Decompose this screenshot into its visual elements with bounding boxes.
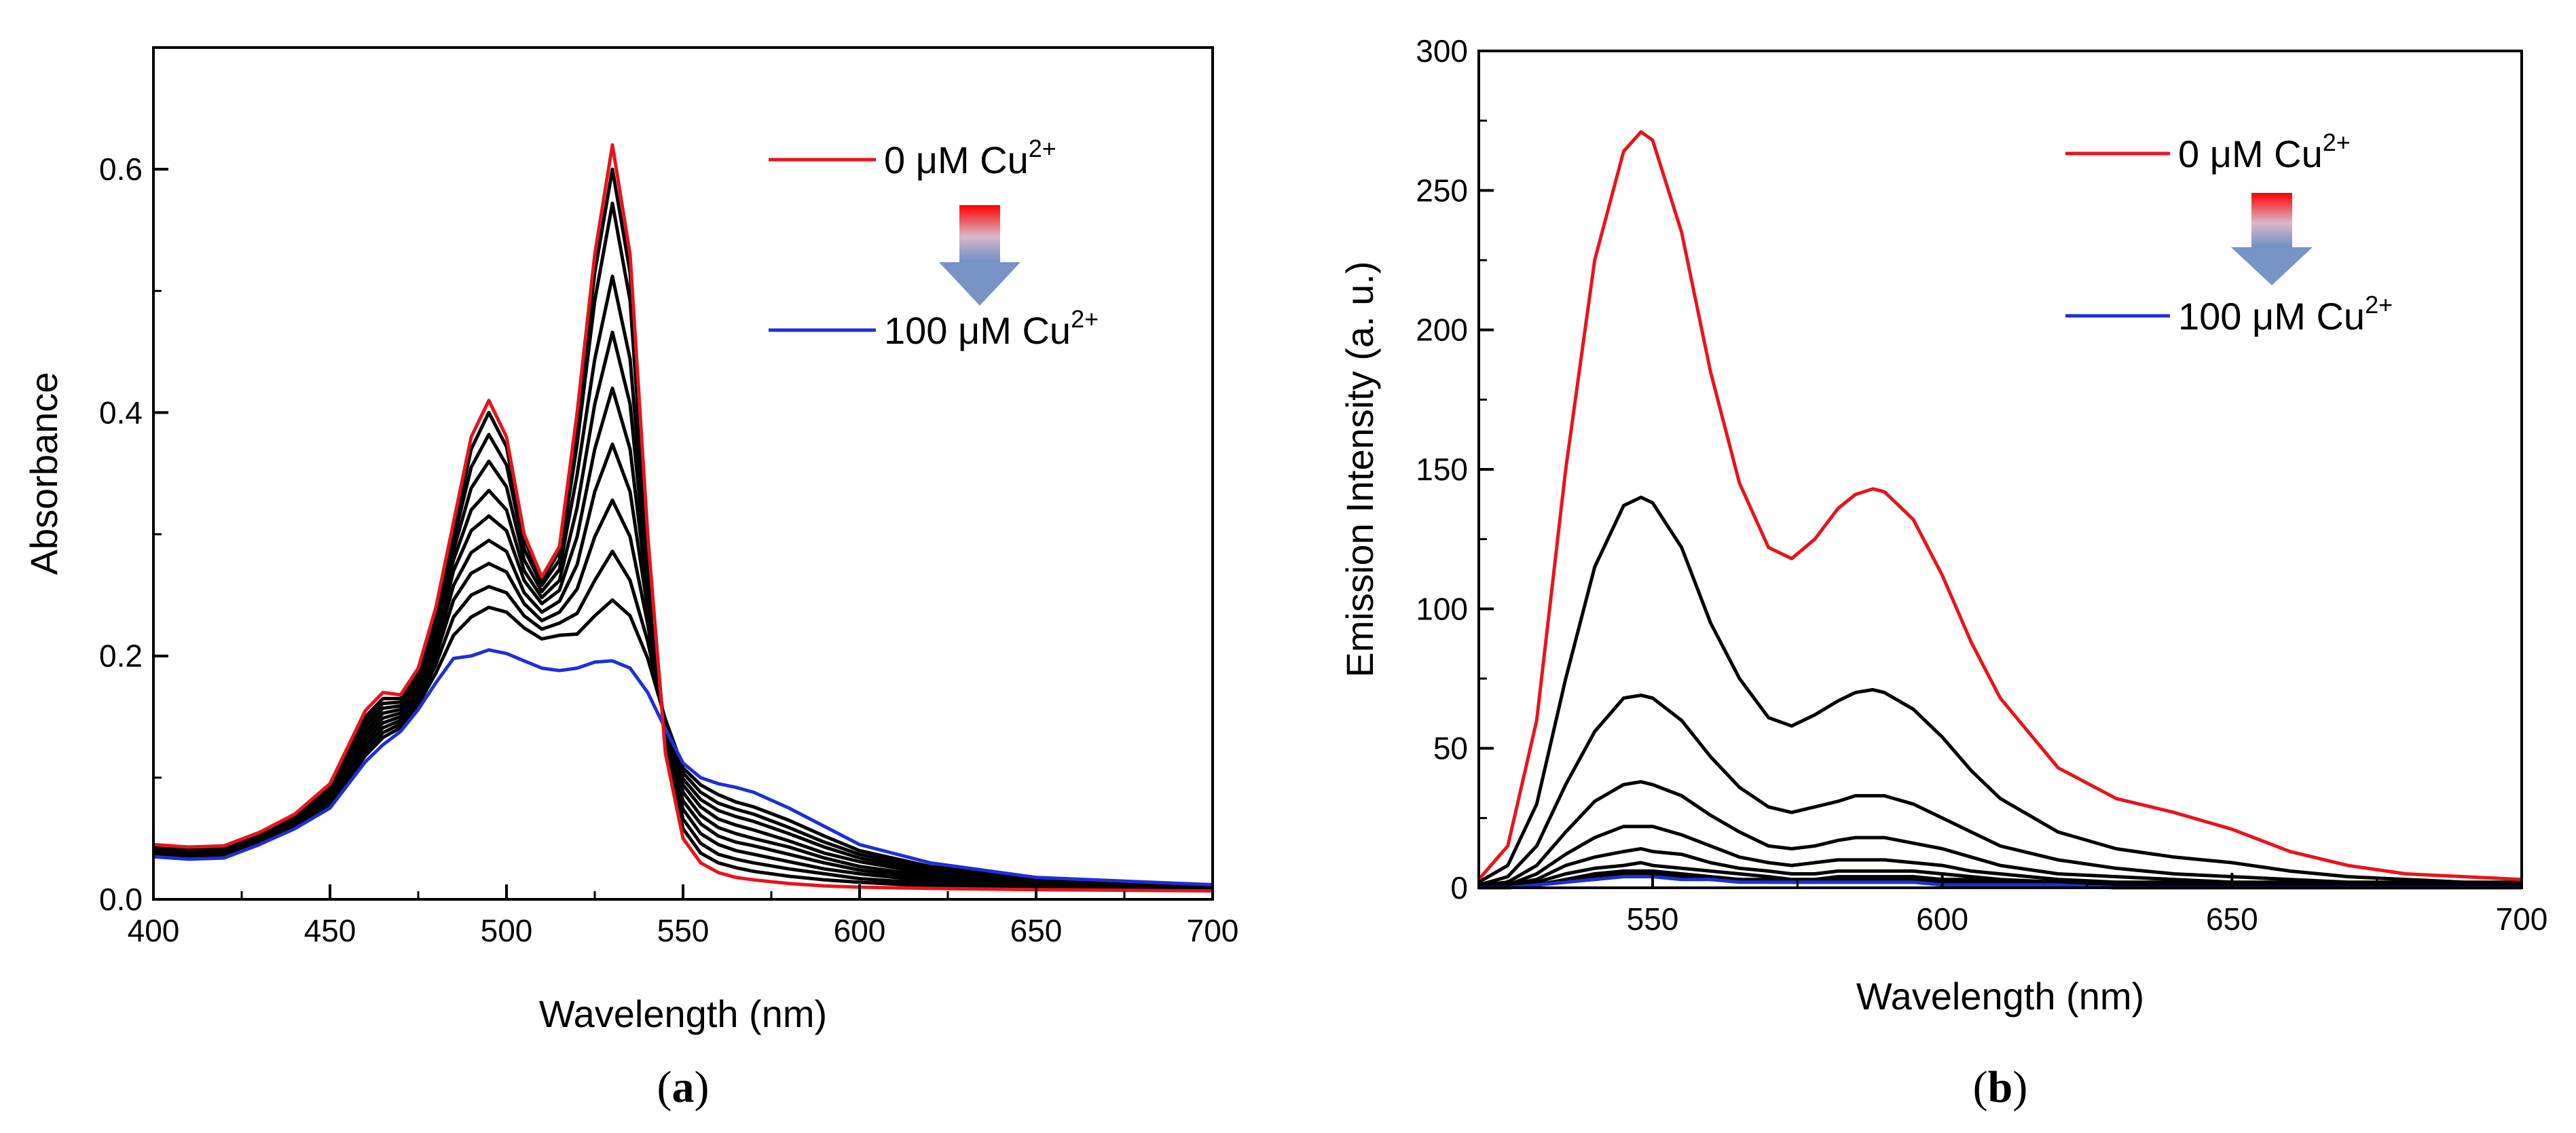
series-line-intermediate-a <box>153 598 1213 886</box>
series-line-intermediate-a <box>153 386 1213 889</box>
y-tick-label: 200 <box>1416 312 1468 348</box>
x-tick-label: 650 <box>1010 913 1063 948</box>
legend-label-end-b: 100 μM Cu2+ <box>2178 291 2393 338</box>
x-tick-label: 600 <box>1916 901 1968 937</box>
legend-label-start-a: 0 μM Cu2+ <box>884 134 1056 181</box>
series-line-intermediate-a <box>153 274 1213 891</box>
chart-panel-a: 400 450 500 550 600 650 700 0.0 0.2 0.4 0.6 Wavel… <box>22 46 1239 1112</box>
series-line-intermediate-a <box>153 330 1213 891</box>
y-tick-label: 250 <box>1416 173 1468 208</box>
panel-label-b: (b) <box>1973 1062 2028 1112</box>
series-line-0uM-b <box>1477 130 2522 882</box>
y-tick-label: 0.0 <box>99 882 143 917</box>
legend-a: 0 μM Cu2+ 100 μM Cu2+ <box>769 134 1099 352</box>
y-axis-title-b: Emission Intensity (a. u.) <box>1338 261 1381 677</box>
y-tick-label: 0.6 <box>99 151 143 187</box>
legend-label-start-b: 0 μM Cu2+ <box>2178 128 2351 175</box>
emission-series-group <box>1477 130 2522 890</box>
x-axis-ticks-b: 550 600 650 700 <box>1507 873 2548 937</box>
x-tick-label: 650 <box>2206 901 2258 937</box>
absorbance-series-group <box>153 143 1213 893</box>
decrease-arrow-icon <box>939 205 1020 306</box>
series-line-intermediate-b <box>1477 495 2522 884</box>
series-line-100uM-a <box>153 648 1213 886</box>
y-axis-title-a: Absorbance <box>22 372 65 575</box>
panel-label-a: (a) <box>657 1062 710 1112</box>
x-tick-label: 400 <box>128 913 180 948</box>
x-tick-label: 550 <box>657 913 710 948</box>
y-tick-label: 0.2 <box>99 639 143 674</box>
series-line-intermediate-a <box>153 442 1213 889</box>
series-line-intermediate-b <box>1478 694 2522 887</box>
x-axis-title-b: Wavelength (nm) <box>1856 975 2144 1018</box>
y-tick-label: 0.4 <box>99 395 143 430</box>
x-tick-label: 700 <box>1187 913 1239 948</box>
x-axis-title-a: Wavelength (nm) <box>539 992 827 1035</box>
legend-b: 0 μM Cu2+ 100 μM Cu2+ <box>2065 128 2393 338</box>
x-tick-label: 550 <box>1627 901 1679 937</box>
series-line-intermediate-a <box>153 201 1213 892</box>
series-line-intermediate-a <box>153 550 1213 888</box>
plot-frame-b <box>1477 50 2523 889</box>
x-axis-ticks-a: 400 450 500 550 600 650 700 <box>128 884 1239 948</box>
y-axis-ticks-b: 0 50 100 150 200 250 300 <box>1416 33 1494 905</box>
x-tick-label: 500 <box>481 913 533 948</box>
x-tick-label: 450 <box>304 913 356 948</box>
y-axis-ticks-a: 0.0 0.2 0.4 0.6 <box>99 151 168 917</box>
series-line-0uM-a <box>153 143 1213 893</box>
x-tick-label: 700 <box>2496 901 2548 937</box>
y-tick-label: 300 <box>1416 33 1468 69</box>
x-tick-label: 600 <box>834 913 886 948</box>
y-tick-label: 50 <box>1433 731 1468 766</box>
y-tick-label: 150 <box>1416 452 1468 487</box>
chart-panel-b: 550 600 650 700 0 50 100 150 200 250 300 Waveleng… <box>1338 33 2547 1112</box>
y-tick-label: 100 <box>1416 591 1468 626</box>
y-tick-label: 0 <box>1450 870 1468 905</box>
decrease-arrow-icon <box>2231 193 2313 285</box>
legend-label-end-a: 100 μM Cu2+ <box>884 305 1099 352</box>
series-line-intermediate-a <box>153 498 1213 888</box>
